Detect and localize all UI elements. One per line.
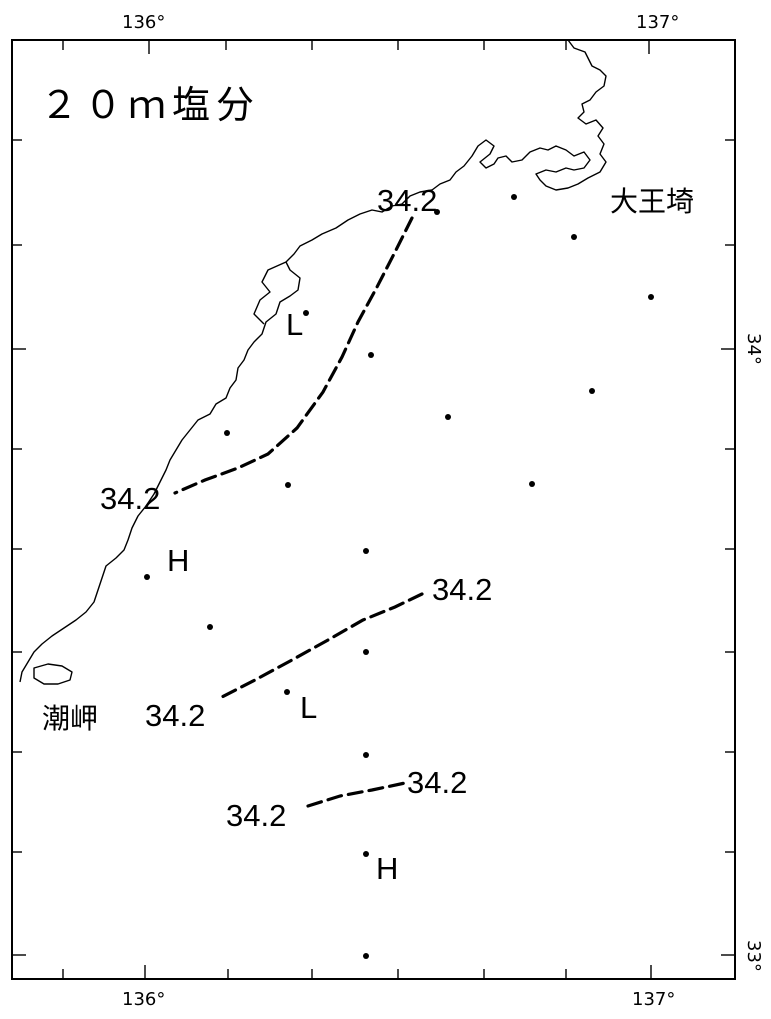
isohaline-label: 34.2 bbox=[407, 765, 467, 800]
isohaline-label: 34.2 bbox=[226, 798, 286, 833]
high-marker-coast: H bbox=[167, 543, 189, 578]
isohaline-middle bbox=[216, 592, 424, 701]
isohaline-label: 34.2 bbox=[377, 183, 437, 218]
isohaline-south bbox=[306, 781, 407, 808]
station-point bbox=[445, 414, 451, 420]
station-point bbox=[207, 624, 213, 630]
lon-label-bottom-136: 136° bbox=[122, 989, 165, 1010]
station-point bbox=[529, 481, 535, 487]
left-ticks bbox=[12, 139, 26, 956]
station-point bbox=[511, 194, 517, 200]
lon-label-top-136: 136° bbox=[122, 12, 165, 33]
lat-label-34: 34° bbox=[743, 333, 764, 365]
station-point bbox=[648, 294, 654, 300]
map-frame bbox=[11, 39, 736, 980]
bottom-ticks bbox=[62, 965, 652, 979]
kii-island bbox=[33, 663, 73, 685]
isohaline-label: 34.2 bbox=[145, 698, 205, 733]
station-point bbox=[284, 689, 290, 695]
station-point bbox=[144, 574, 150, 580]
isohaline-north bbox=[173, 216, 414, 495]
station-point bbox=[434, 209, 440, 215]
station-point bbox=[363, 548, 369, 554]
place-daio-cape: 大王埼 bbox=[610, 185, 694, 218]
station-point bbox=[303, 310, 309, 316]
station-point bbox=[571, 234, 577, 240]
ise-inner-shore bbox=[253, 261, 287, 325]
top-ticks bbox=[62, 40, 650, 54]
station-point bbox=[368, 352, 374, 358]
place-shio-cape: 潮岬 bbox=[42, 702, 98, 735]
map-title: ２０ｍ塩分 bbox=[40, 83, 260, 127]
lat-label-33: 33° bbox=[743, 940, 764, 972]
station-point bbox=[363, 752, 369, 758]
lon-label-bottom-137: 137° bbox=[632, 989, 675, 1010]
stations bbox=[144, 194, 654, 959]
station-point bbox=[224, 430, 230, 436]
lon-label-top-137: 137° bbox=[636, 12, 679, 33]
station-point bbox=[363, 851, 369, 857]
high-marker-south: H bbox=[376, 851, 398, 886]
station-point bbox=[589, 388, 595, 394]
station-point bbox=[363, 649, 369, 655]
right-ticks bbox=[721, 139, 735, 956]
low-marker-mid: L bbox=[300, 690, 317, 725]
station-point bbox=[285, 482, 291, 488]
isohaline-label: 34.2 bbox=[432, 572, 492, 607]
coastline bbox=[19, 39, 607, 683]
station-point bbox=[363, 953, 369, 959]
isohaline-label: 34.2 bbox=[100, 481, 160, 516]
low-marker-north: L bbox=[286, 307, 303, 342]
